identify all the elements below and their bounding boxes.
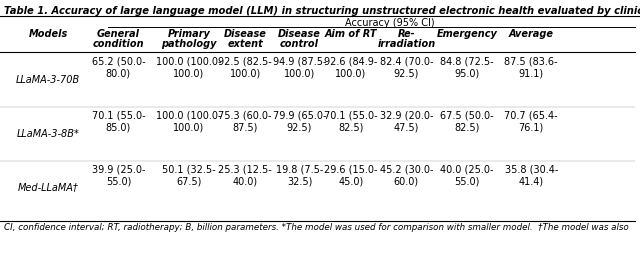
Text: LLaMA-3-70B: LLaMA-3-70B <box>16 75 80 85</box>
Text: General: General <box>97 29 140 39</box>
Text: Table 1. Accuracy of large language model (LLM) in structuring unstructured elec: Table 1. Accuracy of large language mode… <box>4 6 640 16</box>
Text: pathology: pathology <box>161 39 216 49</box>
Text: Re-: Re- <box>397 29 415 39</box>
Text: LLaMA-3-8B*: LLaMA-3-8B* <box>17 129 79 139</box>
Text: 94.9 (87.5-
100.0): 94.9 (87.5- 100.0) <box>273 57 326 78</box>
Text: 70.7 (65.4-
76.1): 70.7 (65.4- 76.1) <box>504 111 558 133</box>
Text: 70.1 (55.0-
82.5): 70.1 (55.0- 82.5) <box>324 111 378 133</box>
Text: 70.1 (55.0-
85.0): 70.1 (55.0- 85.0) <box>92 111 145 133</box>
Text: 25.3 (12.5-
40.0): 25.3 (12.5- 40.0) <box>218 165 272 186</box>
Text: Average: Average <box>509 29 554 39</box>
Text: Accuracy (95% CI): Accuracy (95% CI) <box>345 18 435 28</box>
Text: 75.3 (60.0-
87.5): 75.3 (60.0- 87.5) <box>218 111 272 133</box>
Text: control: control <box>280 39 319 49</box>
Text: Emergency: Emergency <box>436 29 498 39</box>
Text: 35.8 (30.4-
41.4): 35.8 (30.4- 41.4) <box>504 165 558 186</box>
Text: 39.9 (25.0-
55.0): 39.9 (25.0- 55.0) <box>92 165 145 186</box>
Text: 50.1 (32.5-
67.5): 50.1 (32.5- 67.5) <box>162 165 216 186</box>
Text: CI, confidence interval; RT, radiotherapy; B, billion parameters. *The model was: CI, confidence interval; RT, radiotherap… <box>4 223 628 232</box>
Text: irradiation: irradiation <box>377 39 436 49</box>
Text: Med-LLaMA†: Med-LLaMA† <box>18 182 78 192</box>
Text: 84.8 (72.5-
95.0): 84.8 (72.5- 95.0) <box>440 57 494 78</box>
Text: 92.5 (82.5-
100.0): 92.5 (82.5- 100.0) <box>218 57 272 78</box>
Text: Models: Models <box>28 29 68 39</box>
Text: 79.9 (65.0-
92.5): 79.9 (65.0- 92.5) <box>273 111 326 133</box>
Text: Disease: Disease <box>278 29 321 39</box>
Text: 87.5 (83.6-
91.1): 87.5 (83.6- 91.1) <box>504 57 558 78</box>
Text: 100.0 (100.0-
100.0): 100.0 (100.0- 100.0) <box>156 57 221 78</box>
Text: 82.4 (70.0-
92.5): 82.4 (70.0- 92.5) <box>380 57 433 78</box>
Text: 29.6 (15.0-
45.0): 29.6 (15.0- 45.0) <box>324 165 378 186</box>
Text: 67.5 (50.0-
82.5): 67.5 (50.0- 82.5) <box>440 111 494 133</box>
Text: 100.0 (100.0-
100.0): 100.0 (100.0- 100.0) <box>156 111 221 133</box>
Text: Primary: Primary <box>168 29 210 39</box>
Text: 92.6 (84.9-
100.0): 92.6 (84.9- 100.0) <box>324 57 378 78</box>
Text: Disease: Disease <box>224 29 266 39</box>
Text: 65.2 (50.0-
80.0): 65.2 (50.0- 80.0) <box>92 57 145 78</box>
Text: 40.0 (25.0-
55.0): 40.0 (25.0- 55.0) <box>440 165 494 186</box>
Text: condition: condition <box>93 39 144 49</box>
Text: extent: extent <box>227 39 263 49</box>
Text: 19.8 (7.5-
32.5): 19.8 (7.5- 32.5) <box>276 165 323 186</box>
Text: 45.2 (30.0-
60.0): 45.2 (30.0- 60.0) <box>380 165 433 186</box>
Text: Aim of RT: Aim of RT <box>324 29 377 39</box>
Text: 32.9 (20.0-
47.5): 32.9 (20.0- 47.5) <box>380 111 433 133</box>
